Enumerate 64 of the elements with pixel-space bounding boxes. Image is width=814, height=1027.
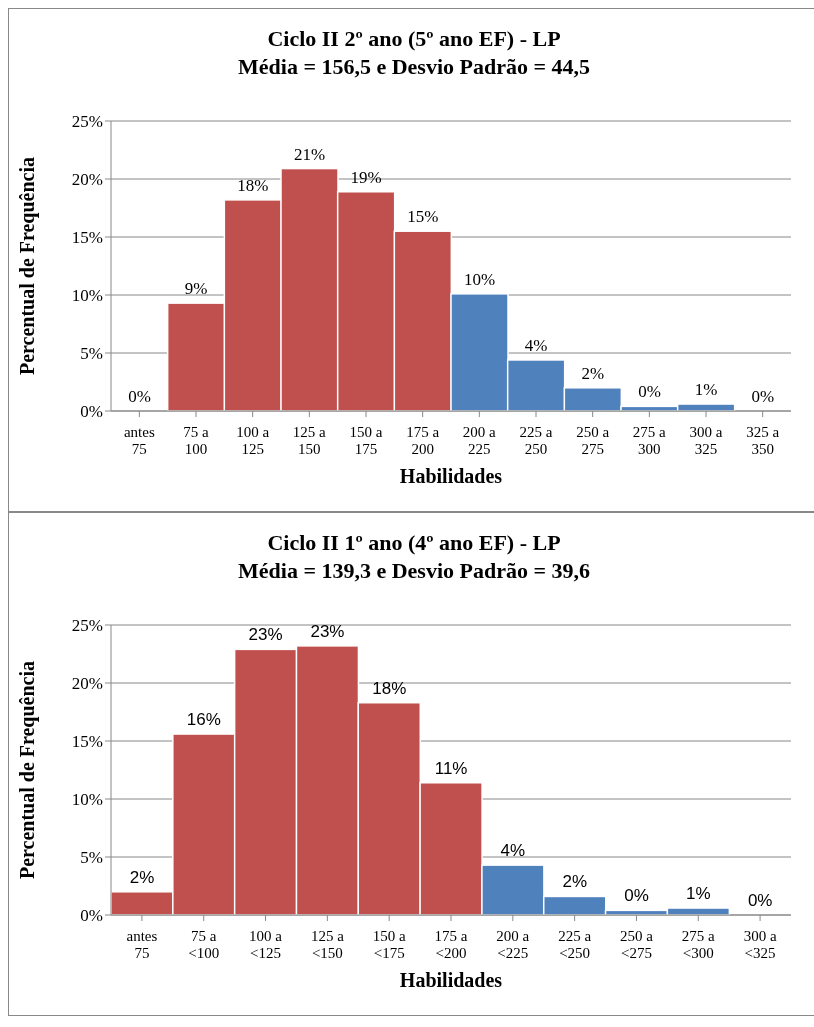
y-tick-label: 15%: [71, 732, 103, 752]
x-tick-label: 200 a 225: [462, 423, 497, 457]
data-label: 11%: [434, 758, 468, 778]
y-tick-label: 20%: [71, 170, 103, 190]
x-tick-label: 275 a 300: [632, 423, 667, 457]
x-tick-label: 300 a 325: [689, 423, 723, 457]
x-tick-label: 150 a <175: [372, 927, 406, 961]
x-axis-title: Habilidades: [399, 969, 503, 991]
y-tick-label: 10%: [71, 286, 103, 306]
y-axis-title: Percentual de Frequência: [16, 660, 40, 880]
data-label: 0%: [638, 382, 661, 402]
data-label: 10%: [463, 269, 496, 289]
data-label: 18%: [372, 678, 407, 698]
data-label: 1%: [694, 380, 718, 400]
data-label: 15%: [407, 207, 439, 227]
x-tick-label: 250 a <275: [619, 927, 654, 961]
x-tick-label: 225 a <250: [558, 927, 592, 961]
y-tick-label: 25%: [71, 616, 103, 636]
data-label: 23%: [310, 621, 345, 641]
data-label: 1%: [686, 884, 711, 904]
y-tick-label: 15%: [71, 228, 103, 248]
x-tick-label: 100 a 125: [236, 423, 270, 457]
x-axis-title: Habilidades: [399, 465, 503, 487]
data-label: 0%: [747, 891, 773, 910]
data-label: 9%: [184, 279, 208, 299]
y-tick-label: 10%: [71, 790, 103, 810]
x-tick-label: 175 a 200: [406, 423, 440, 457]
data-label: 16%: [186, 710, 221, 730]
y-tick-label: 25%: [71, 112, 103, 132]
y-tick-label: 0%: [80, 402, 103, 422]
data-label: 21%: [293, 144, 326, 164]
data-label: 23%: [248, 625, 283, 645]
y-tick-label: 20%: [71, 674, 103, 694]
y-tick-label: 0%: [80, 906, 103, 926]
x-tick-label: antes 75: [126, 927, 158, 961]
data-label: 0%: [624, 886, 649, 906]
x-tick-label: 300 a <325: [743, 927, 777, 961]
data-label: 0%: [751, 387, 775, 406]
data-label: 2%: [562, 872, 588, 892]
data-label: 0%: [128, 387, 151, 406]
data-label: 2%: [129, 867, 155, 887]
data-label: 19%: [350, 167, 382, 187]
x-tick-label: 275 a <300: [681, 927, 716, 961]
y-axis-title: Percentual de Frequência: [16, 156, 40, 376]
x-tick-label: 100 a <125: [249, 927, 283, 961]
x-tick-label: 75 a 100: [183, 423, 210, 457]
x-tick-label: 75 a <100: [188, 927, 220, 961]
x-tick-label: 125 a <150: [310, 927, 345, 961]
data-label: 4%: [500, 841, 526, 861]
data-label: 18%: [237, 175, 269, 195]
x-tick-label: 325 a 350: [746, 423, 780, 457]
chart-title: Ciclo II 2º ano (5º ano EF) - LP Média = 156,5 e Desvio Padrão = 44,5: [237, 25, 591, 81]
y-tick-label: 5%: [80, 848, 103, 868]
x-tick-label: 150 a 175: [349, 423, 383, 457]
x-tick-label: 225 a 250: [519, 423, 553, 457]
x-tick-label: 250 a 275: [576, 423, 610, 457]
data-label: 2%: [581, 363, 605, 383]
x-tick-label: 175 a <200: [434, 927, 468, 961]
chart-title: Ciclo II 1º ano (4º ano EF) - LP Média = 139,3 e Desvio Padrão = 39,6: [237, 529, 591, 585]
x-tick-label: 125 a 150: [292, 423, 327, 457]
data-label: 4%: [524, 335, 548, 355]
y-tick-label: 5%: [80, 344, 103, 364]
x-tick-label: antes 75: [123, 423, 155, 457]
x-tick-label: 200 a <225: [496, 927, 530, 961]
